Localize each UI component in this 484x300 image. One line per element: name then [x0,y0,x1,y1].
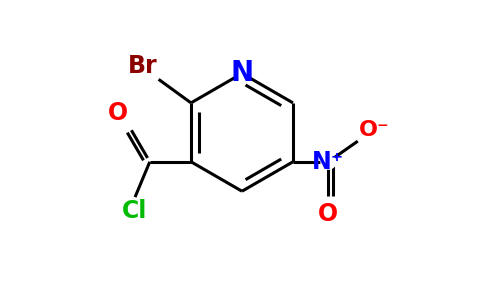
Text: Cl: Cl [122,199,148,223]
Text: O: O [107,101,128,125]
Text: O: O [318,202,338,226]
Text: Br: Br [127,54,157,78]
Text: N⁺: N⁺ [312,150,345,174]
Circle shape [321,154,336,169]
Text: O⁻: O⁻ [359,120,390,140]
Circle shape [235,66,249,81]
Text: N: N [230,59,254,87]
